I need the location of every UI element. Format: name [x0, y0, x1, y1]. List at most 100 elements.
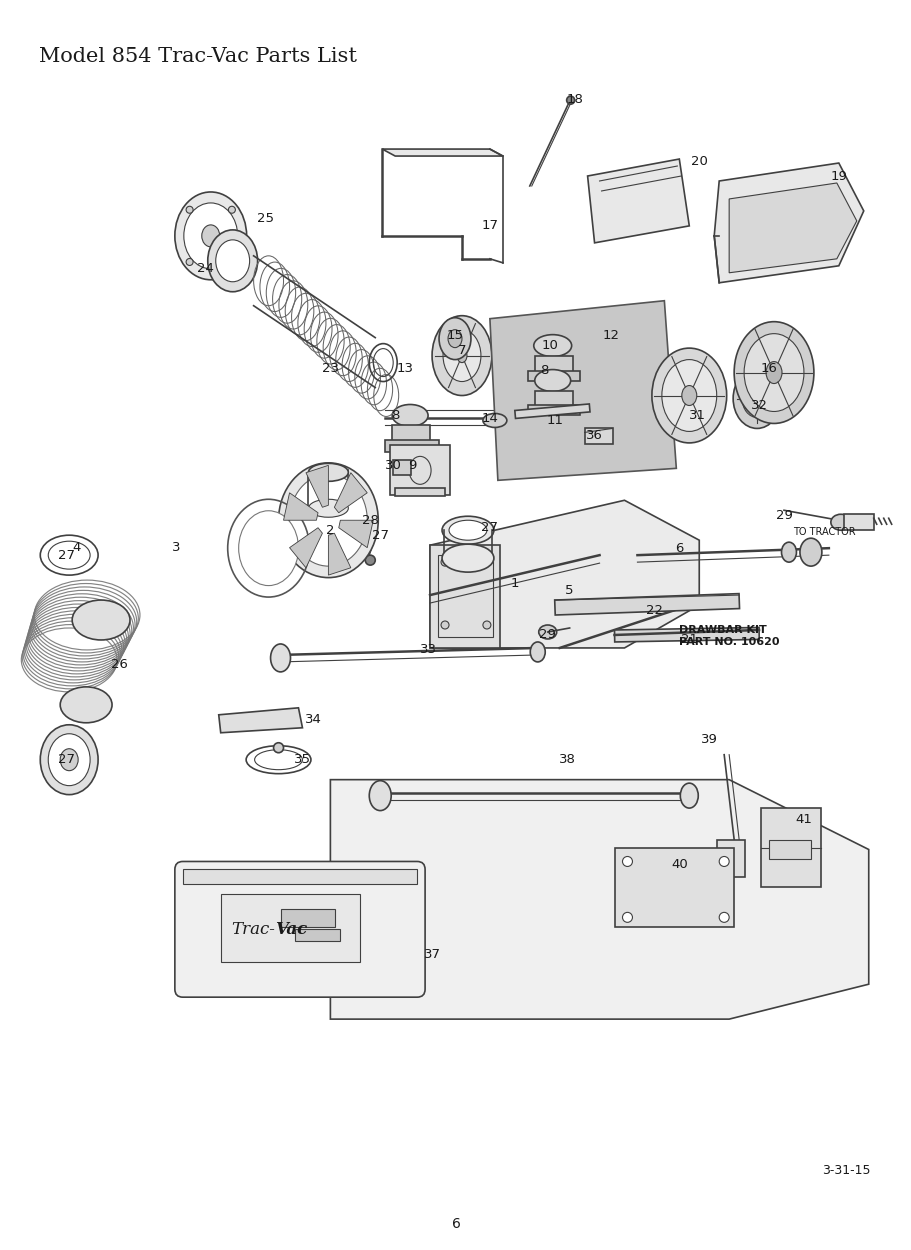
Bar [529, 545, 597, 605]
Ellipse shape [651, 348, 726, 442]
Polygon shape [334, 472, 367, 512]
Ellipse shape [799, 539, 821, 566]
Ellipse shape [752, 394, 761, 404]
Text: DRAWBAR KIT
PART NO. 10620: DRAWBAR KIT PART NO. 10620 [679, 625, 779, 646]
Ellipse shape [443, 330, 480, 381]
Ellipse shape [661, 360, 716, 431]
Bar [584, 429, 612, 445]
Bar [514, 404, 589, 419]
Ellipse shape [308, 499, 348, 518]
Bar [768, 840, 810, 860]
Bar [392, 425, 430, 444]
Polygon shape [430, 500, 699, 648]
Text: 4: 4 [72, 541, 80, 554]
Bar [534, 355, 572, 374]
Circle shape [441, 559, 448, 566]
Text: 3-31-15: 3-31-15 [822, 1164, 870, 1177]
Circle shape [719, 856, 729, 866]
Circle shape [186, 259, 193, 265]
Circle shape [186, 206, 193, 214]
Ellipse shape [765, 361, 781, 384]
Text: 1: 1 [510, 576, 518, 590]
Ellipse shape [392, 405, 427, 426]
Bar [295, 929, 340, 941]
Ellipse shape [448, 520, 486, 540]
Polygon shape [182, 870, 416, 885]
Text: 26: 26 [110, 659, 128, 671]
Text: 11: 11 [546, 414, 563, 428]
Circle shape [590, 544, 598, 552]
Ellipse shape [208, 230, 257, 291]
Text: 39: 39 [700, 734, 717, 746]
Text: 27: 27 [57, 549, 75, 561]
Text: 27: 27 [57, 754, 75, 766]
Text: 40: 40 [670, 858, 687, 871]
Text: 30: 30 [384, 459, 401, 471]
Ellipse shape [447, 330, 462, 348]
Circle shape [365, 555, 374, 565]
Text: 36: 36 [586, 429, 602, 442]
Text: 29: 29 [538, 629, 556, 641]
Text: 6: 6 [674, 541, 682, 555]
Polygon shape [587, 159, 689, 242]
Text: 29: 29 [774, 509, 792, 521]
Text: 37: 37 [423, 948, 440, 961]
Ellipse shape [60, 749, 78, 771]
Text: 17: 17 [481, 220, 497, 232]
Bar [843, 514, 873, 530]
Circle shape [528, 599, 537, 608]
Text: 38: 38 [558, 754, 576, 766]
Circle shape [228, 206, 235, 214]
Polygon shape [489, 301, 676, 480]
Ellipse shape [743, 334, 804, 411]
Text: 41: 41 [794, 812, 812, 826]
Ellipse shape [534, 370, 570, 391]
Text: Model 854 Trac-Vac Parts List: Model 854 Trac-Vac Parts List [39, 46, 357, 66]
Ellipse shape [442, 544, 494, 572]
Text: 31: 31 [688, 409, 705, 422]
Bar [527, 405, 579, 415]
Ellipse shape [830, 514, 850, 530]
Text: 3: 3 [171, 541, 179, 554]
Ellipse shape [278, 462, 378, 578]
Bar [534, 390, 572, 409]
Text: 24: 24 [197, 262, 214, 275]
Text: 9: 9 [407, 459, 415, 471]
Text: 32: 32 [750, 399, 767, 412]
Bar [394, 489, 445, 496]
Ellipse shape [184, 202, 238, 269]
Ellipse shape [48, 734, 90, 786]
Text: 10: 10 [541, 339, 558, 352]
Polygon shape [713, 162, 863, 282]
Bar [761, 808, 820, 887]
Ellipse shape [432, 316, 491, 395]
Text: 12: 12 [602, 329, 619, 342]
Ellipse shape [529, 642, 545, 662]
Text: 6: 6 [451, 1216, 460, 1231]
Ellipse shape [40, 725, 98, 795]
Text: 16: 16 [760, 362, 777, 375]
Text: 25: 25 [257, 213, 274, 225]
Circle shape [483, 559, 490, 566]
Bar [390, 445, 449, 495]
Bar [393, 460, 411, 475]
Text: 2: 2 [326, 524, 334, 536]
Ellipse shape [442, 516, 494, 544]
Circle shape [622, 856, 631, 866]
Ellipse shape [369, 781, 391, 810]
Ellipse shape [72, 600, 130, 640]
Text: 34: 34 [304, 714, 322, 726]
Ellipse shape [60, 686, 112, 722]
Bar [554, 594, 739, 615]
Text: 19: 19 [830, 170, 846, 182]
Ellipse shape [533, 335, 571, 356]
Ellipse shape [680, 784, 698, 808]
Polygon shape [219, 707, 302, 732]
Circle shape [566, 96, 574, 104]
Circle shape [528, 544, 537, 552]
Ellipse shape [742, 380, 772, 418]
Bar [716, 840, 744, 877]
Text: 8: 8 [391, 409, 399, 422]
Circle shape [622, 912, 631, 922]
Polygon shape [382, 149, 502, 156]
